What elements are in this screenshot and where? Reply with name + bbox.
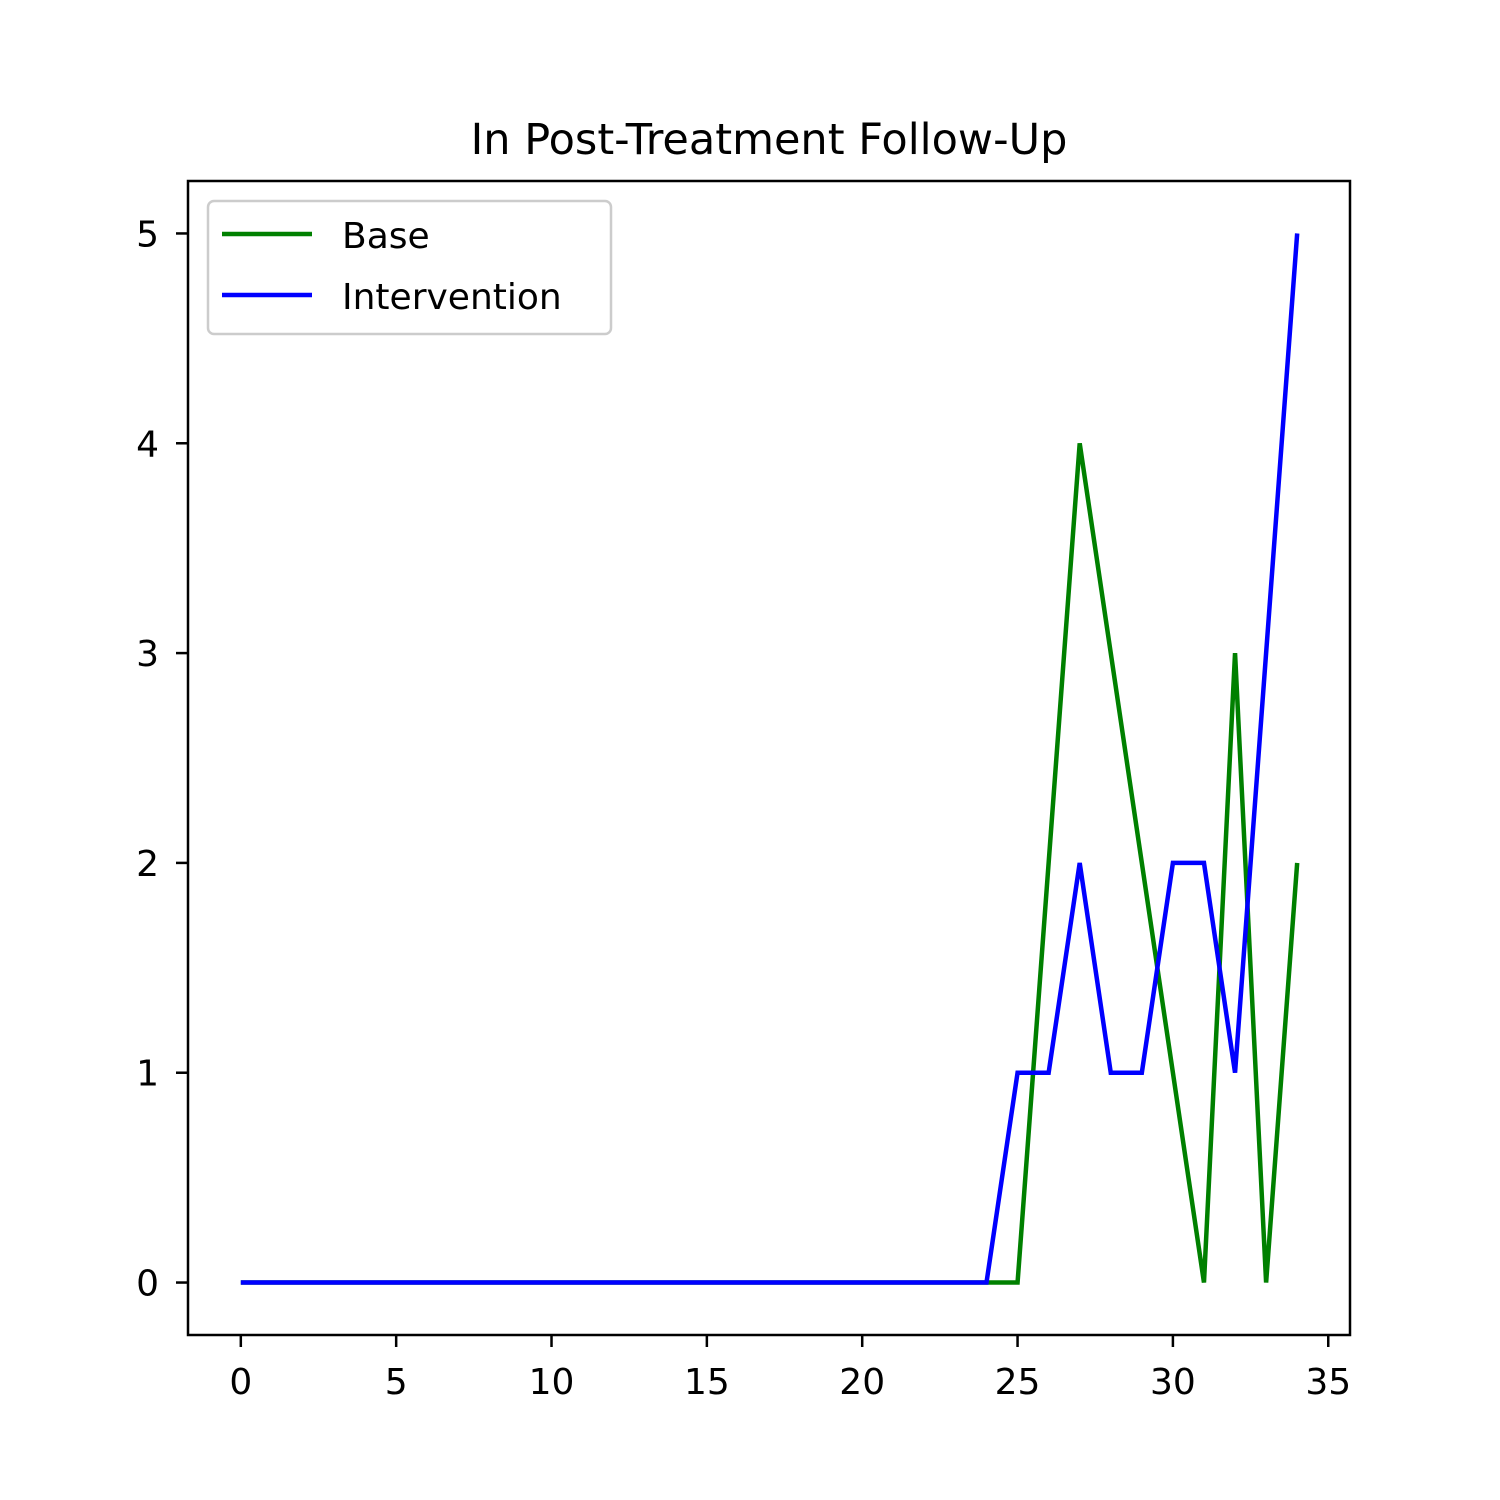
series-line-intervention (240, 233, 1300, 1285)
series-layer (240, 233, 1300, 1285)
plot-frame (186, 179, 1352, 1337)
y-tick-label: 0 (136, 1264, 159, 1305)
legend: Base Intervention (206, 199, 613, 336)
x-tick-label: 15 (684, 1362, 730, 1403)
chart-title: In Post-Treatment Follow-Up (471, 115, 1068, 165)
x-tick-label: 20 (839, 1362, 885, 1403)
y-tick-label: 4 (136, 424, 159, 465)
y-tick-label: 5 (136, 214, 159, 255)
legend-label-base: Base (342, 216, 430, 257)
x-tick-label: 0 (229, 1362, 252, 1403)
y-tick-label: 1 (136, 1054, 159, 1095)
x-tick-label: 30 (1150, 1362, 1196, 1403)
x-tick-label: 25 (995, 1362, 1041, 1403)
y-tick-label: 2 (136, 844, 159, 885)
axes-layer: 0 5 10 15 20 25 30 35 0 1 2 3 4 5 (136, 214, 1351, 1403)
x-tick-label: 10 (529, 1362, 575, 1403)
y-tick-label: 3 (136, 634, 159, 675)
x-tick-label: 35 (1305, 1362, 1351, 1403)
legend-label-intervention: Intervention (342, 277, 562, 318)
x-tick-label: 5 (385, 1362, 408, 1403)
